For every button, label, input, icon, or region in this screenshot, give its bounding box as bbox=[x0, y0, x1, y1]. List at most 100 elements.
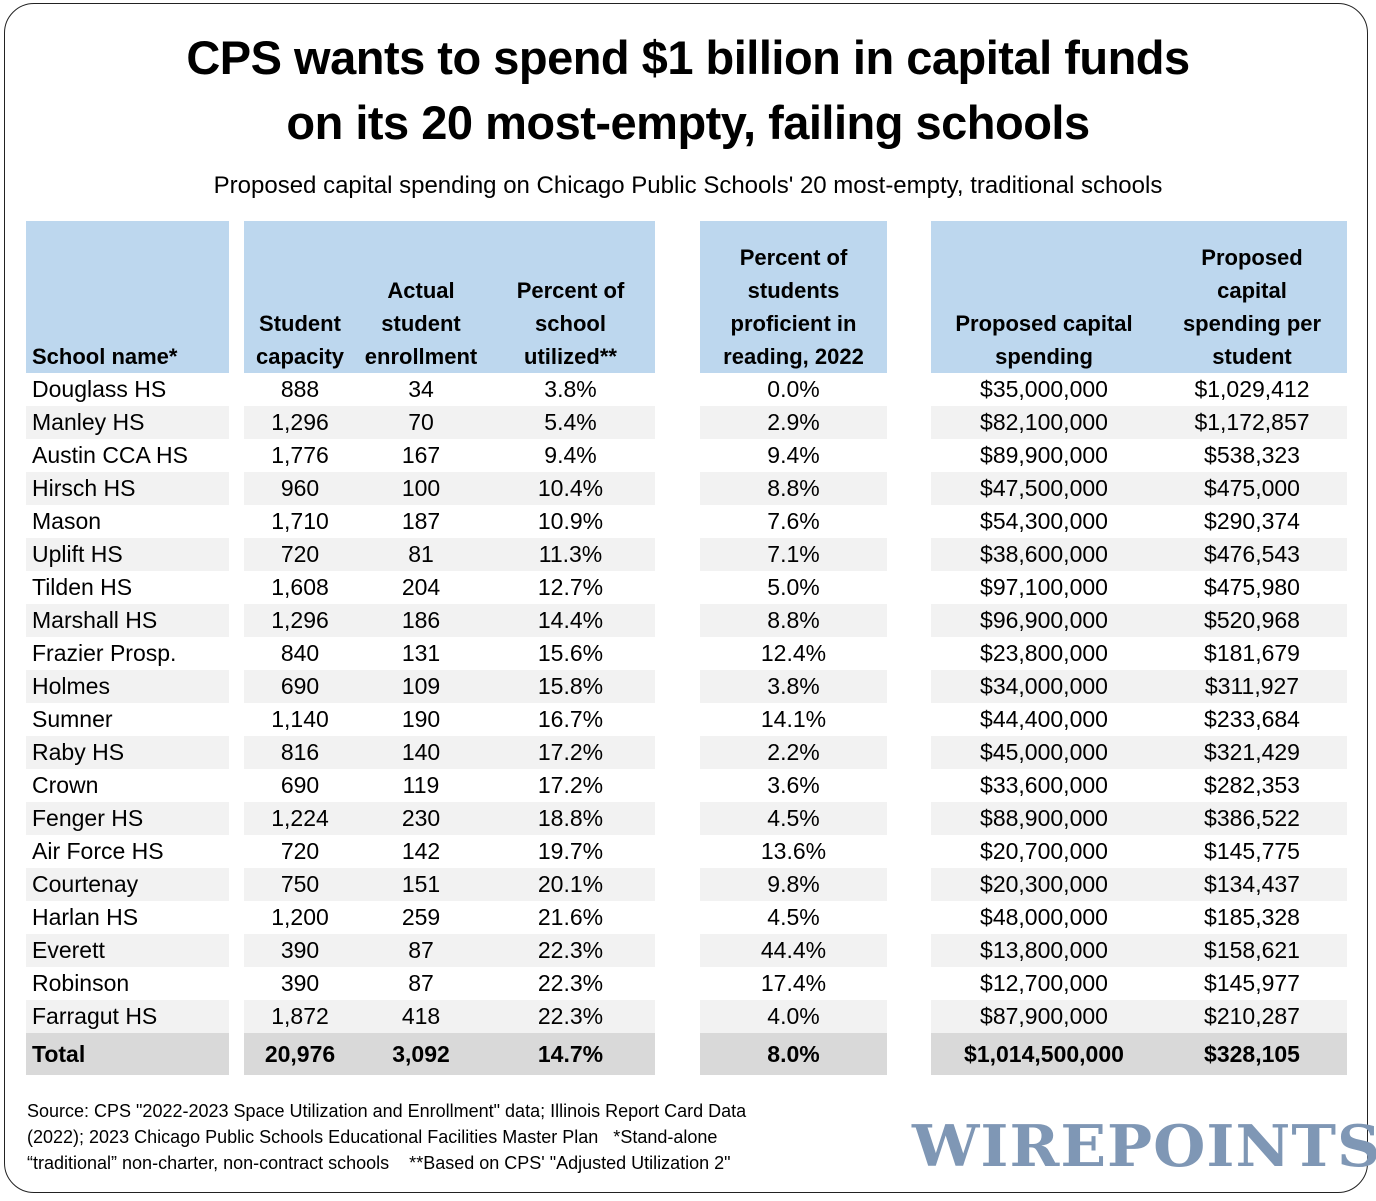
cell-percent-of-school-utilized: 20.1% bbox=[537, 871, 604, 897]
table-block-school-name: School name* Douglass HS Manley HS Austin C… bbox=[26, 221, 229, 1075]
table-row: 5.0% bbox=[700, 571, 887, 604]
cell-student-capacity: 720 bbox=[280, 541, 320, 567]
cell-school-name: Farragut HS bbox=[32, 1003, 158, 1029]
table-block-utilization: Student capacity Actual student enrollment Pe… bbox=[244, 221, 655, 1075]
cell-actual-student-enrollment: 259 bbox=[401, 904, 441, 930]
cell-actual-student-enrollment: 109 bbox=[401, 673, 441, 699]
column-header-line: capacity bbox=[255, 344, 345, 369]
cell-proposed-capital-spending-per-student: $145,775 bbox=[1204, 838, 1300, 864]
cell-student-capacity: 390 bbox=[280, 970, 320, 996]
total-proposed-capital-spending-per-student: $328,105 bbox=[1204, 1040, 1300, 1067]
cell-percent-of-students-proficient-in-reading-2022: 4.5% bbox=[767, 904, 820, 930]
cell-school-name: Everett bbox=[32, 937, 105, 963]
table-row: $12,700,000 $145,977 bbox=[931, 967, 1347, 1000]
cell-proposed-capital-spending: $45,000,000 bbox=[980, 739, 1108, 765]
cell-percent-of-school-utilized: 14.4% bbox=[537, 607, 604, 633]
table-block-reading: Percent of students proficient in reading, … bbox=[700, 221, 887, 1075]
table-row: 1,776 167 9.4% bbox=[244, 439, 655, 472]
cell-percent-of-students-proficient-in-reading-2022: 9.8% bbox=[767, 871, 820, 897]
cell-school-name: Air Force HS bbox=[32, 838, 164, 864]
cell-student-capacity: 816 bbox=[280, 739, 320, 765]
cell-percent-of-school-utilized: 22.3% bbox=[537, 970, 604, 996]
cell-percent-of-students-proficient-in-reading-2022: 12.4% bbox=[760, 640, 827, 666]
table-row: $44,400,000 $233,684 bbox=[931, 703, 1347, 736]
total-row: 20,976 3,092 14.7% bbox=[244, 1033, 655, 1075]
cell-proposed-capital-spending-per-student: $386,522 bbox=[1204, 805, 1300, 831]
column-header-line: Proposed bbox=[1201, 245, 1303, 270]
header-row: School name* bbox=[26, 221, 229, 373]
cell-proposed-capital-spending-per-student: $321,429 bbox=[1204, 739, 1300, 765]
table-row: $87,900,000 $210,287 bbox=[931, 1000, 1347, 1033]
cell-actual-student-enrollment: 187 bbox=[401, 508, 441, 534]
cell-percent-of-students-proficient-in-reading-2022: 0.0% bbox=[767, 376, 820, 402]
cell-proposed-capital-spending: $20,300,000 bbox=[980, 871, 1108, 897]
table-row: $47,500,000 $475,000 bbox=[931, 472, 1347, 505]
column-header-line: Student bbox=[259, 311, 341, 336]
cell-proposed-capital-spending: $47,500,000 bbox=[980, 475, 1108, 501]
cell-school-name: Marshall HS bbox=[32, 607, 158, 633]
column-header-line: School name* bbox=[32, 344, 178, 369]
table-row: $38,600,000 $476,543 bbox=[931, 538, 1347, 571]
table-row: Austin CCA HS bbox=[26, 439, 229, 472]
cell-student-capacity: 1,296 bbox=[271, 607, 329, 633]
column-header-line: Percent of bbox=[739, 245, 848, 270]
table-row: Crown bbox=[26, 769, 229, 802]
table-row: 1,608 204 12.7% bbox=[244, 571, 655, 604]
cell-proposed-capital-spending-per-student: $1,172,857 bbox=[1194, 409, 1310, 435]
cell-percent-of-school-utilized: 22.3% bbox=[537, 1003, 604, 1029]
cell-actual-student-enrollment: 186 bbox=[401, 607, 441, 633]
cell-student-capacity: 840 bbox=[280, 640, 320, 666]
cell-student-capacity: 888 bbox=[280, 376, 320, 402]
cell-student-capacity: 390 bbox=[280, 937, 320, 963]
cell-actual-student-enrollment: 142 bbox=[401, 838, 441, 864]
cell-percent-of-school-utilized: 21.6% bbox=[537, 904, 604, 930]
table-row: 1,200 259 21.6% bbox=[244, 901, 655, 934]
cell-percent-of-school-utilized: 10.4% bbox=[537, 475, 604, 501]
table-row: $20,300,000 $134,437 bbox=[931, 868, 1347, 901]
table-row: Holmes bbox=[26, 670, 229, 703]
header-row: Proposed capital spending Proposed capital s… bbox=[931, 221, 1347, 373]
cell-proposed-capital-spending: $96,900,000 bbox=[980, 607, 1108, 633]
table-row: Robinson bbox=[26, 967, 229, 1000]
table-row: 690 109 15.8% bbox=[244, 670, 655, 703]
table-row: 2.9% bbox=[700, 406, 887, 439]
table-row: 12.4% bbox=[700, 637, 887, 670]
cell-proposed-capital-spending: $54,300,000 bbox=[980, 508, 1108, 534]
total-student-capacity: 20,976 bbox=[264, 1040, 336, 1067]
column-header-line: enrollment bbox=[364, 344, 478, 369]
cell-proposed-capital-spending-per-student: $181,679 bbox=[1204, 640, 1300, 666]
column-header-student-capacity: Student capacity bbox=[244, 307, 356, 373]
cell-proposed-capital-spending-per-student: $538,323 bbox=[1204, 442, 1300, 468]
table-row: $45,000,000 $321,429 bbox=[931, 736, 1347, 769]
table-row: 1,296 70 5.4% bbox=[244, 406, 655, 439]
cell-student-capacity: 1,710 bbox=[271, 508, 329, 534]
cell-school-name: Fenger HS bbox=[32, 805, 144, 831]
cell-percent-of-school-utilized: 3.8% bbox=[544, 376, 597, 402]
cell-school-name: Harlan HS bbox=[32, 904, 139, 930]
cell-percent-of-students-proficient-in-reading-2022: 3.8% bbox=[767, 673, 820, 699]
table-row: Courtenay bbox=[26, 868, 229, 901]
cell-proposed-capital-spending: $82,100,000 bbox=[980, 409, 1108, 435]
table-row: $89,900,000 $538,323 bbox=[931, 439, 1347, 472]
table-row: $48,000,000 $185,328 bbox=[931, 901, 1347, 934]
cell-proposed-capital-spending: $13,800,000 bbox=[980, 937, 1108, 963]
cell-percent-of-students-proficient-in-reading-2022: 3.6% bbox=[767, 772, 820, 798]
cell-school-name: Manley HS bbox=[32, 409, 145, 435]
cell-percent-of-school-utilized: 17.2% bbox=[537, 739, 604, 765]
cell-proposed-capital-spending-per-student: $145,977 bbox=[1204, 970, 1300, 996]
cell-actual-student-enrollment: 100 bbox=[401, 475, 441, 501]
title-line-1: CPS wants to spend $1 billion in capital… bbox=[186, 31, 1190, 84]
cell-proposed-capital-spending-per-student: $210,287 bbox=[1204, 1003, 1300, 1029]
cell-school-name: Courtenay bbox=[32, 871, 139, 897]
cell-actual-student-enrollment: 119 bbox=[402, 772, 440, 798]
cell-actual-student-enrollment: 87 bbox=[408, 937, 434, 963]
cell-percent-of-school-utilized: 5.4% bbox=[544, 409, 597, 435]
cell-actual-student-enrollment: 131 bbox=[401, 640, 441, 666]
table-row: Sumner bbox=[26, 703, 229, 736]
table-row: Fenger HS bbox=[26, 802, 229, 835]
column-header-line: students bbox=[747, 278, 840, 303]
table-row: Hirsch HS bbox=[26, 472, 229, 505]
table-row: 690 119 17.2% bbox=[244, 769, 655, 802]
table-row: 1,296 186 14.4% bbox=[244, 604, 655, 637]
cell-percent-of-school-utilized: 17.2% bbox=[537, 772, 604, 798]
